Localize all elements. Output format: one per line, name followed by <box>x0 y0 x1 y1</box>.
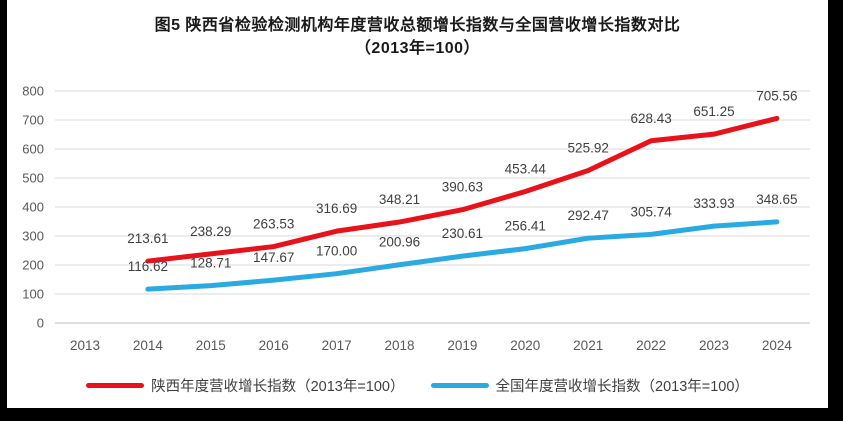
data-label-series-1: 305.74 <box>630 204 672 219</box>
y-tick-label: 700 <box>22 113 44 128</box>
x-tick-label: 2018 <box>384 338 414 353</box>
data-label-series-0: 390.63 <box>442 180 483 195</box>
y-tick-label: 500 <box>22 171 44 186</box>
legend-item-shaanxi: 陕西年度营收增长指数（2013年=100） <box>86 375 405 396</box>
y-tick-label: 600 <box>22 142 44 157</box>
data-label-series-0: 263.53 <box>253 217 294 232</box>
x-tick-label: 2014 <box>133 338 164 353</box>
x-tick-label: 2013 <box>70 338 100 353</box>
x-tick-label: 2023 <box>699 338 729 353</box>
data-label-series-0: 628.43 <box>630 111 671 126</box>
series-line-0 <box>145 115 780 264</box>
data-label-series-0: 213.61 <box>127 231 168 246</box>
data-label-series-0: 453.44 <box>505 162 547 177</box>
data-label-series-1: 147.67 <box>253 250 294 265</box>
frame-border-left <box>0 0 7 421</box>
y-tick-label: 100 <box>22 287 44 302</box>
data-label-series-0: 238.29 <box>190 224 231 239</box>
chart-title-line2: （2013年=100） <box>354 40 481 57</box>
y-tick-label: 400 <box>22 200 44 215</box>
chart-title-line1: 图5 陕西省检验检测机构年度营收总额增长指数与全国营收增长指数对比 <box>154 17 681 34</box>
x-tick-label: 2021 <box>573 338 603 353</box>
y-tick-label: 0 <box>37 316 44 331</box>
x-tick-label: 2016 <box>259 338 289 353</box>
x-tick-label: 2020 <box>510 338 540 353</box>
data-label-series-1: 292.47 <box>568 208 609 223</box>
frame-border-bottom <box>0 408 843 421</box>
y-tick-label: 300 <box>22 229 44 244</box>
legend-label-national: 全国年度营收增长指数（2013年=100） <box>495 378 749 395</box>
data-label-series-1: 170.00 <box>316 244 357 259</box>
data-label-series-0: 651.25 <box>693 104 734 119</box>
chart-title: 图5 陕西省检验检测机构年度营收总额增长指数与全国营收增长指数对比 （2013年… <box>7 14 828 60</box>
data-label-series-0: 316.69 <box>316 201 357 216</box>
y-tick-label: 800 <box>22 84 44 99</box>
data-label-series-0: 705.56 <box>756 88 797 103</box>
data-label-series-0: 525.92 <box>568 140 609 155</box>
data-label-series-1: 348.65 <box>756 192 797 207</box>
x-tick-label: 2022 <box>636 338 666 353</box>
legend-item-national: 全国年度营收增长指数（2013年=100） <box>430 375 749 396</box>
legend-label-shaanxi: 陕西年度营收增长指数（2013年=100） <box>151 378 405 395</box>
data-label-series-1: 333.93 <box>693 196 734 211</box>
red-line-swatch-icon <box>86 382 145 388</box>
frame-border-right <box>828 0 843 421</box>
chart-legend: 陕西年度营收增长指数（2013年=100） 全国年度营收增长指数（2013年=1… <box>7 374 828 396</box>
data-label-series-1: 116.62 <box>128 259 168 274</box>
blue-line-swatch-icon <box>430 382 489 388</box>
data-label-series-1: 256.41 <box>505 219 546 234</box>
x-tick-label: 2015 <box>196 338 226 353</box>
data-label-series-1: 128.71 <box>190 256 231 271</box>
x-tick-label: 2017 <box>322 338 352 353</box>
y-tick-label: 200 <box>22 258 44 273</box>
series-line-1 <box>145 219 780 292</box>
x-tick-label: 2024 <box>762 338 793 353</box>
data-label-series-0: 348.21 <box>379 192 420 207</box>
data-label-series-1: 230.61 <box>442 226 483 241</box>
x-tick-label: 2019 <box>447 338 477 353</box>
data-label-series-1: 200.96 <box>379 235 420 250</box>
